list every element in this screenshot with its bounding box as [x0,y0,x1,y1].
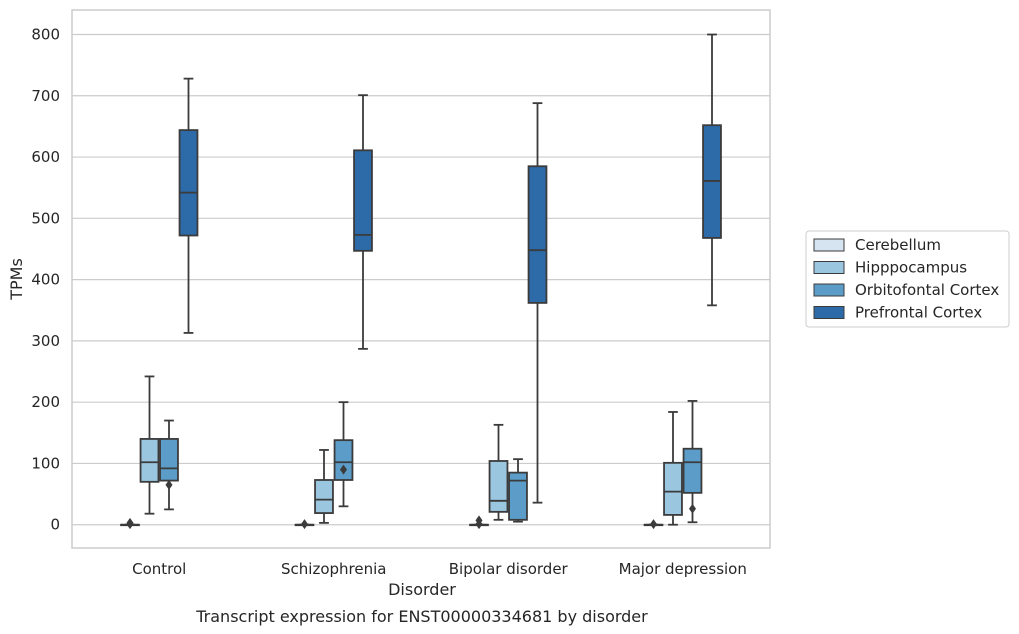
outlier-point [126,517,134,528]
y-tick-label: 200 [31,393,60,411]
box-cerebellum [294,519,315,530]
box-series [120,33,722,530]
outlier-point [650,519,657,530]
outlier-point [340,464,347,475]
y-tick-label: 600 [31,148,60,166]
box-orbitofontal-cortex [682,400,703,524]
legend-swatch [813,283,845,297]
legend-label: Prefrontal Cortex [855,304,982,322]
outlier-point [475,515,483,526]
box-cerebellum [469,515,489,530]
iqr-box [353,149,373,252]
x-tick-label: Control [132,560,186,578]
box-prefrontal-cortex [702,33,722,307]
box-prefrontal-cortex [527,102,548,504]
outlier-point [689,503,696,514]
legend-label: Cerebellum [855,236,941,254]
box-cerebellum [643,519,664,530]
iqr-box [333,439,354,481]
box-hipppocampus [139,375,160,515]
outlier-point [165,479,173,490]
legend-swatch [813,261,845,274]
y-axis-label: TPMs [7,258,26,301]
x-tick-label: Schizophrenia [281,560,386,578]
x-axis-label: Disorder [388,580,456,599]
box-orbitofontal-cortex [159,419,179,511]
iqr-box [314,479,334,514]
y-tick-label: 100 [31,454,60,472]
legend-label: Orbitofontal Cortex [855,281,999,299]
y-tick-label: 400 [31,271,60,289]
iqr-box [488,460,509,513]
legend: Cerebellum Hipppocampus Orbitofontal Corte… [805,230,1010,328]
box-cerebellum [120,517,140,530]
y-tick-label: 800 [31,26,60,44]
box-prefrontal-cortex [353,94,373,350]
y-tick-label: 300 [31,332,60,350]
iqr-box [508,471,528,521]
box-orbitofontal-cortex [508,458,528,523]
box-hipppocampus [314,449,334,524]
legend-swatch [813,238,845,252]
legend-frame [805,230,1010,328]
iqr-box [178,129,199,237]
iqr-box [159,438,179,482]
y-tick-label: 500 [31,209,60,227]
x-tick-label: Bipolar disorder [449,560,569,578]
iqr-box [527,165,548,304]
iqr-box [663,461,683,516]
box-prefrontal-cortex [178,77,199,334]
y-tick-label: 0 [50,516,60,534]
box-hipppocampus [488,423,509,521]
box-hipppocampus [663,411,683,526]
box-orbitofontal-cortex [333,401,354,508]
x-tick-label: Major depression [619,560,747,578]
x-tick-labels: Control Schizophrenia Bipolar disorder Majo… [132,560,747,578]
legend-swatch [813,306,845,319]
outlier-point [301,519,308,530]
chart-caption: Transcript expression for ENST0000033468… [195,607,648,626]
y-tick-label: 700 [31,87,60,105]
y-tick-labels: 0 100 200 300 400 500 600 700 800 [31,26,60,534]
plot-frame [71,9,771,549]
iqr-box [139,438,160,483]
legend-label: Hipppocampus [855,259,967,277]
iqr-box [682,447,703,494]
